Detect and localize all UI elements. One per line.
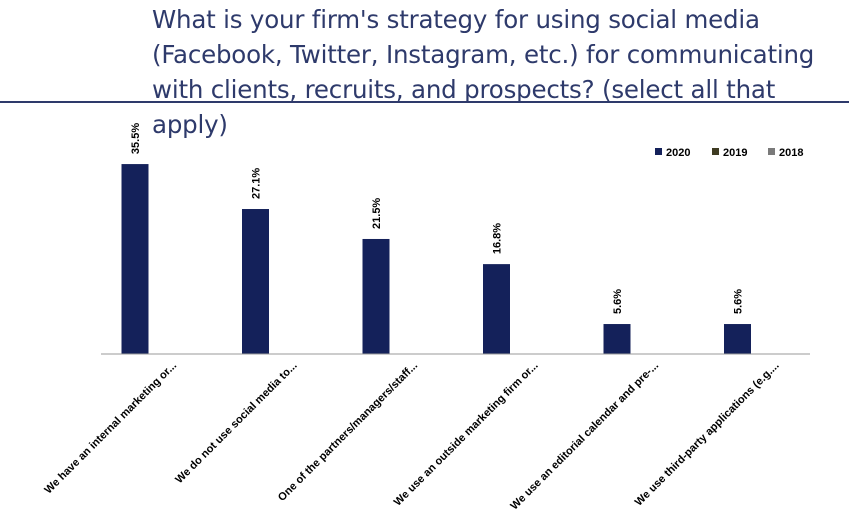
bar-value-label-1: 35.5% [130, 123, 142, 154]
question-line-1: What is your firm's strategy for using s… [152, 5, 760, 34]
bar-5 [603, 324, 631, 354]
bar-value-label-4: 16.8% [492, 223, 504, 254]
legend: 2020 2019 2018 [655, 147, 803, 159]
question-line-3: with clients, recruits, and prospects? (… [152, 75, 776, 139]
category-label-5: We use an editorial calendar and pre-... [508, 360, 661, 513]
legend-label-2019: 2019 [723, 147, 747, 159]
question-line-2: (Facebook, Twitter, Instagram, etc.) for… [152, 40, 815, 69]
category-label-6: We use third-party applications (e.g.... [633, 360, 782, 509]
bar-1 [121, 164, 149, 354]
bar-value-label-6: 5.6% [733, 289, 745, 314]
bar-value-label-3: 21.5% [371, 198, 383, 229]
bar-value-label-5: 5.6% [612, 289, 624, 314]
bar-2 [242, 209, 269, 354]
question-title: What is your firm's strategy for using s… [152, 2, 842, 142]
legend-label-2018: 2018 [779, 147, 803, 159]
category-label-1: We have an internal marketing or... [42, 360, 179, 497]
legend-swatch-2018 [768, 148, 775, 155]
bar-value-label-2: 27.1% [251, 168, 263, 199]
header-divider [0, 101, 849, 103]
legend-swatch-2019 [712, 148, 719, 155]
category-label-2: We do not use social media to... [173, 360, 299, 486]
category-labels: We have an internal marketing or...We do… [42, 360, 781, 513]
category-label-3: One of the partners/managers/staff... [276, 360, 420, 504]
bar-value-labels: 35.5% 27.1% 21.5% 16.8% 5.6% 5.6% [130, 123, 745, 314]
bar-4 [483, 264, 510, 354]
legend-swatch-2020 [655, 148, 662, 155]
bar-3 [362, 238, 390, 354]
bar-6 [724, 324, 751, 354]
bars [121, 164, 751, 354]
category-label-4: We use an outside marketing firm or... [392, 360, 541, 509]
legend-label-2020: 2020 [666, 147, 690, 159]
